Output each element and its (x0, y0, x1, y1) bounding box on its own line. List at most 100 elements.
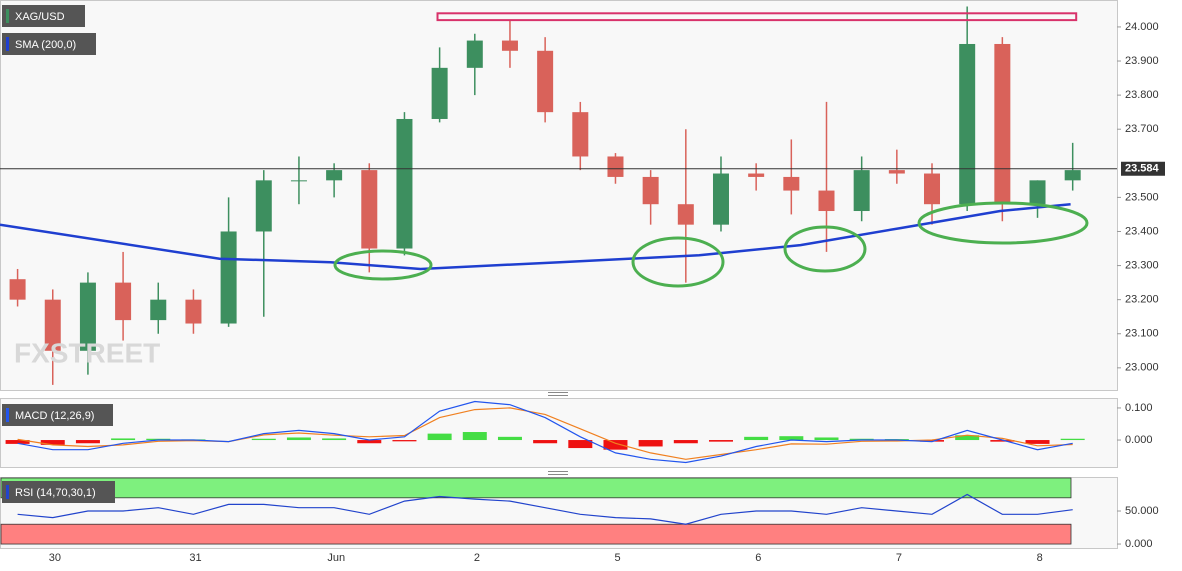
candle-body (9, 279, 26, 300)
watermark: FXSTREET (14, 337, 160, 368)
symbol-box (2, 5, 85, 27)
sma-label: SMA (200,0) (15, 39, 76, 51)
histogram-bar (955, 435, 980, 441)
histogram-bar (920, 440, 945, 442)
histogram-bar (75, 440, 100, 444)
indicator-box (2, 404, 113, 426)
x-tick-label: 8 (1037, 552, 1043, 564)
y-tick-label: 23.700 (1125, 123, 1159, 135)
last-price-box (1121, 161, 1165, 176)
candle-body (783, 176, 800, 191)
rsi-band (0, 523, 1072, 545)
candle-body (44, 299, 61, 351)
y-tick-label: 0.000 (1125, 538, 1153, 550)
histogram-bar (251, 438, 276, 441)
y-tick-label: 0.100 (1125, 402, 1153, 414)
candle-body (537, 50, 554, 113)
histogram-bar (427, 433, 452, 441)
candle-body (748, 173, 765, 177)
candle-body (431, 67, 448, 119)
y-tick-label: 23.300 (1125, 259, 1159, 271)
histogram-bar (1060, 438, 1085, 441)
last-price-label: 23.584 (1125, 163, 1160, 175)
symbol-label: XAG/USD (15, 11, 65, 23)
x-tick-label: 30 (49, 552, 61, 564)
panel-grip (548, 392, 568, 475)
indicator-box (2, 481, 115, 503)
panel-background (0, 398, 1118, 468)
candle-body (853, 170, 870, 212)
panel-background (0, 0, 1118, 391)
candle-body (501, 40, 518, 51)
candle-body (115, 282, 132, 321)
x-tick-label: 6 (755, 552, 761, 564)
histogram-bar (357, 440, 382, 444)
candle-body (361, 170, 378, 249)
x-tick-label: 2 (474, 552, 480, 564)
annotation-circle (333, 249, 433, 281)
indicator-marker (6, 37, 9, 51)
candle-body (677, 204, 694, 225)
histogram-bar (779, 436, 804, 441)
y-tick-label: 23.800 (1125, 89, 1159, 101)
candle-body (818, 190, 835, 212)
candle-body (150, 299, 167, 321)
macd-line (17, 400, 1073, 464)
x-tick-label: 31 (189, 552, 201, 564)
histogram-bar (322, 438, 347, 441)
candle-body (220, 231, 237, 324)
histogram-bar (744, 436, 769, 441)
annotation-circle (917, 201, 1089, 245)
candle-body (396, 118, 413, 249)
histogram-bar (1025, 440, 1050, 444)
y-tick-label: 23.000 (1125, 362, 1159, 374)
annotation-circle (631, 236, 725, 288)
histogram-bar (603, 440, 628, 450)
symbol-marker (6, 9, 9, 23)
rsi-line (17, 493, 1073, 525)
candle-body (255, 180, 272, 232)
candle-body (1064, 170, 1081, 181)
histogram-bar (708, 440, 733, 442)
candle-body (994, 43, 1011, 205)
candle-body (1029, 180, 1046, 205)
y-tick-label: 23.500 (1125, 191, 1159, 203)
histogram-bar (533, 440, 558, 444)
histogram-bar (392, 440, 417, 442)
x-tick-label: 7 (896, 552, 902, 564)
indicator-box (2, 33, 96, 55)
histogram-bar (286, 437, 311, 441)
histogram-bar (111, 438, 136, 441)
y-tick-label: 23.200 (1125, 294, 1159, 306)
histogram-bar (814, 437, 839, 441)
histogram-bar (990, 440, 1015, 442)
candle-body (290, 180, 307, 182)
candle-body (642, 176, 659, 205)
sma-line (0, 202, 1071, 271)
histogram-bar (146, 438, 171, 441)
histogram-bar (638, 440, 663, 447)
candle-body (924, 173, 941, 205)
y-tick-label: 23.100 (1125, 328, 1159, 340)
resistance-zone (436, 12, 1078, 22)
histogram-bar (568, 440, 593, 449)
candle-body (466, 40, 483, 68)
candle-body (888, 170, 905, 174)
rsi-band (0, 477, 1072, 499)
candle-body (607, 156, 624, 177)
candle-body (712, 173, 729, 225)
x-tick-label: 5 (615, 552, 621, 564)
x-tick-label: Jun (327, 552, 345, 564)
y-tick-label: 23.400 (1125, 225, 1159, 237)
y-tick-label: 50.000 (1125, 505, 1159, 517)
y-tick-label: 24.000 (1125, 21, 1159, 33)
signal-line (17, 407, 1073, 460)
histogram-bar (497, 436, 522, 441)
candle-body (326, 170, 343, 181)
histogram-bar (5, 440, 30, 444)
histogram-bar (849, 438, 874, 441)
candle-body (572, 112, 589, 157)
annotation-circle (783, 225, 867, 273)
histogram-bar (40, 440, 65, 445)
